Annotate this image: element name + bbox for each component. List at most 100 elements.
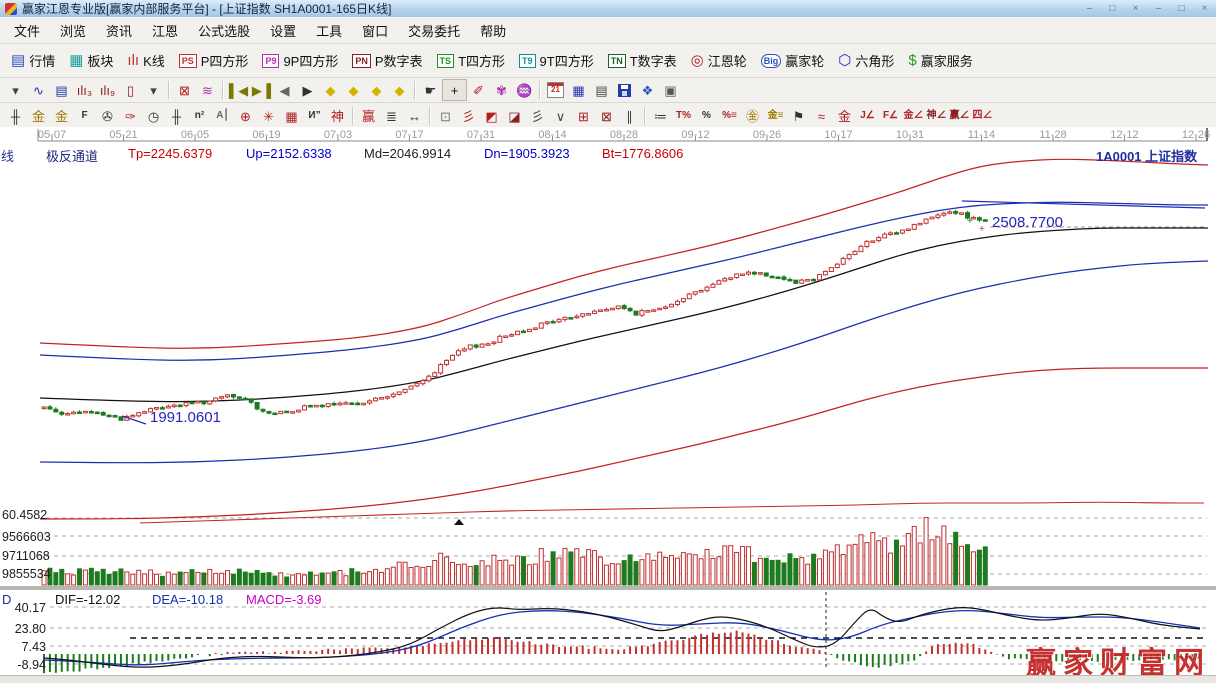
formula-manager-icon[interactable]: ⊠ (179, 82, 190, 98)
tool-t-table[interactable]: TN T数字表 (601, 48, 684, 73)
angle-j-icon[interactable]: J∠ (860, 110, 875, 121)
tool-sectors[interactable]: ▦ 板块 (62, 48, 120, 73)
next-screen-icon[interactable]: ▶ (302, 82, 313, 98)
close-button[interactable]: × (1201, 3, 1208, 14)
tool-winner-service[interactable]: $ 赢家服务 (901, 48, 979, 73)
width-measure-icon[interactable]: ↔ (408, 108, 421, 124)
tool-hexagon[interactable]: ⬡ 六角形 (831, 48, 901, 73)
diamond-expand-icon[interactable]: ◆ (371, 82, 382, 98)
hand-tool-icon[interactable]: ☛ (424, 82, 437, 98)
child-close-button[interactable]: × (1132, 3, 1139, 14)
wave-tool-icon[interactable]: ♒ (516, 82, 533, 98)
k-quote-icon[interactable]: И” (308, 110, 321, 121)
ribbon-tool-icon[interactable]: ✾ (496, 82, 507, 98)
angle-win-icon[interactable]: 赢∠ (949, 110, 970, 121)
style-dropdown-icon[interactable]: ▾ (12, 82, 19, 98)
tool-winner-wheel[interactable]: Big 赢家轮 (754, 48, 832, 73)
angle-gold-icon[interactable]: 金∠ (903, 110, 924, 121)
red-grid-icon[interactable]: ▦ (285, 108, 298, 124)
percent-lines-icon[interactable]: %≡ (722, 110, 737, 121)
tool-9t-square[interactable]: T9 9T四方形 (512, 48, 601, 73)
print-icon[interactable]: ▣ (664, 82, 677, 98)
diamond-right-icon[interactable]: ◆ (348, 82, 359, 98)
tick-ruler-icon[interactable]: ╫ (171, 108, 182, 124)
restore-button[interactable]: □ (1178, 3, 1185, 14)
red-brush-icon[interactable]: ✑ (125, 108, 136, 124)
angle-si-icon[interactable]: 四∠ (972, 110, 993, 121)
tool-gann-wheel[interactable]: ◎ 江恩轮 (684, 48, 754, 73)
crosshair-tool-icon[interactable]: + (442, 79, 467, 101)
tool-kline[interactable]: ılı K线 (120, 48, 171, 73)
n-square-icon[interactable]: n² (194, 110, 205, 121)
save-icon[interactable] (613, 81, 636, 100)
f-ruler-icon[interactable]: F (81, 110, 88, 121)
color-histogram-icon[interactable]: ≋ (202, 82, 213, 98)
percent-tool-icon[interactable]: T% (676, 110, 691, 121)
menu-gann[interactable]: 江恩 (152, 23, 179, 39)
note-panel-icon[interactable]: ▤ (55, 82, 68, 98)
diamond-expand-all-icon[interactable]: ◆ (394, 82, 405, 98)
win-ruler-icon[interactable]: 赢 (361, 108, 375, 124)
menu-help[interactable]: 帮助 (480, 23, 507, 39)
menu-browse[interactable]: 浏览 (60, 23, 87, 39)
report-pad-icon[interactable]: ▤ (595, 82, 608, 98)
bars-3-view-icon[interactable]: ılı₃ (76, 82, 93, 98)
price-list-icon[interactable]: ≔ (654, 108, 667, 124)
mirror-a-icon[interactable]: A⎮ (216, 110, 229, 121)
angle-f-icon[interactable]: F∠ (882, 110, 899, 121)
child-minimize-button[interactable]: – (1086, 3, 1093, 14)
menu-settings[interactable]: 设置 (270, 23, 297, 39)
menu-file[interactable]: 文件 (14, 23, 41, 39)
tool-9p-square[interactable]: P9 9P四方形 (255, 48, 345, 73)
prev-screen-icon[interactable]: ◀ (279, 82, 290, 98)
menu-news[interactable]: 资讯 (106, 23, 133, 39)
shen-ruler-icon[interactable]: 神 (330, 108, 344, 124)
candle-style-dropdown-icon[interactable]: ▾ (150, 82, 157, 98)
box-range-icon[interactable]: ⊡ (440, 108, 451, 124)
menu-trade[interactable]: 交易委托 (408, 23, 461, 39)
fan-box-dark-icon[interactable]: ◪ (508, 108, 521, 124)
v-lines-icon[interactable]: ∨ (555, 108, 566, 124)
gann-fan-red-icon[interactable]: 彡 (461, 108, 475, 124)
menu-tools[interactable]: 工具 (316, 23, 343, 39)
web-info-icon[interactable]: ❖ (641, 82, 654, 98)
tool-p-square[interactable]: PS P四方形 (172, 48, 256, 73)
star-rays-icon[interactable]: ✳ (263, 108, 274, 124)
parallel-lines-icon[interactable]: ∥ (626, 108, 633, 124)
angle-lines-icon[interactable]: 彡 (530, 108, 544, 124)
gold-lines-icon[interactable]: 金≡ (767, 110, 784, 121)
flag-tool-icon[interactable]: ⚑ (792, 108, 805, 124)
chart-canvas[interactable]: ++ (0, 127, 1216, 676)
percent-icon[interactable]: % (702, 110, 711, 121)
calendar-icon[interactable]: 21 (544, 81, 567, 100)
target-rings-icon[interactable]: ⊕ (240, 108, 251, 124)
gold-underline-icon[interactable]: 金 (837, 108, 851, 124)
tool-p-table[interactable]: PN P数字表 (345, 48, 429, 73)
tool-t-square[interactable]: TS T四方形 (430, 48, 512, 73)
trendline-tool-icon[interactable]: ∿ (33, 82, 44, 98)
minimize-button[interactable]: – (1155, 3, 1162, 14)
tool-quotes[interactable]: ▤ 行情 (4, 48, 62, 73)
bars-9-view-icon[interactable]: ılı₉ (99, 82, 116, 98)
grid-circle-icon[interactable]: ⊞ (578, 108, 589, 124)
grid-square-icon[interactable]: ⊠ (601, 108, 612, 124)
gold-circle-icon[interactable]: ㊎ (745, 108, 759, 124)
gold-ruler-2-icon[interactable]: 金 (54, 108, 68, 124)
ruler-ticks-icon[interactable]: ╫ (10, 108, 21, 124)
angle-shen-icon[interactable]: 神∠ (926, 110, 947, 121)
ruler-123-icon[interactable]: ≣ (386, 108, 397, 124)
menu-window[interactable]: 窗口 (362, 23, 389, 39)
calculator-icon[interactable]: ▦ (572, 82, 585, 98)
last-screen-icon[interactable]: ▶▐ (251, 82, 272, 98)
first-screen-icon[interactable]: ▌◀ (228, 82, 249, 98)
candle-style-icon[interactable]: ▯ (126, 82, 135, 98)
draw-tool-icon[interactable]: ✐ (473, 82, 484, 98)
cycle-clock-icon[interactable]: ◷ (147, 108, 160, 124)
child-restore-button[interactable]: □ (1109, 3, 1116, 14)
diamond-left-icon[interactable]: ◆ (325, 82, 336, 98)
gold-ruler-1-icon[interactable]: 金 (31, 108, 45, 124)
menu-formula-picker[interactable]: 公式选股 (198, 23, 251, 39)
fan-box-icon[interactable]: ◩ (485, 108, 498, 124)
red-wave-icon[interactable]: ≈ (817, 108, 826, 124)
spiral-tool-icon[interactable]: ✇ (102, 108, 113, 124)
